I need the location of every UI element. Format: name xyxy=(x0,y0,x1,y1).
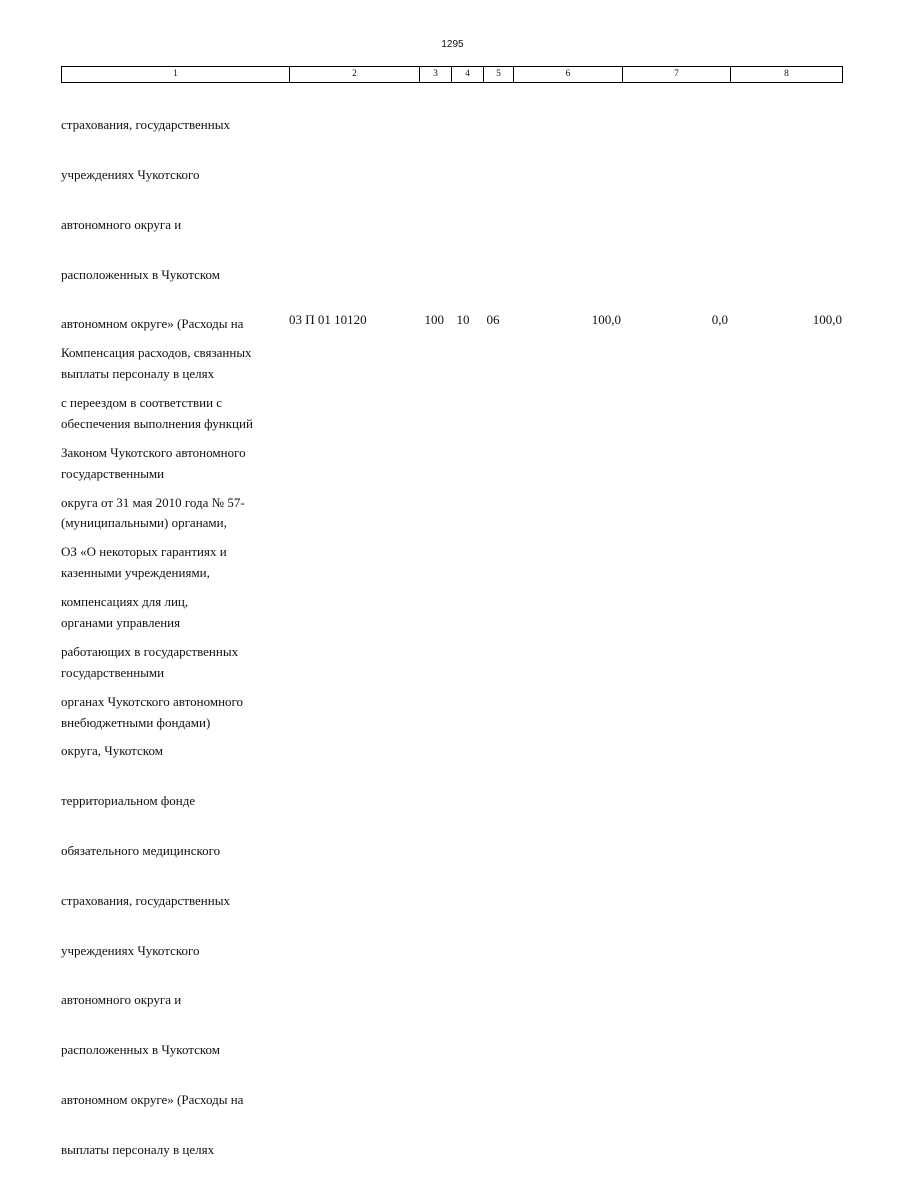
table-header-row: 1 2 3 4 5 6 7 8 xyxy=(61,66,843,83)
page-number: 1295 xyxy=(441,39,464,50)
text-line: органами управления xyxy=(61,615,181,630)
text-line: ОЗ «О некоторых гарантиях и xyxy=(61,544,227,560)
column-header-2: 2 xyxy=(289,67,419,82)
text-line: автономном округе» (Расходы на xyxy=(61,316,244,332)
text-line: работающих в государственных xyxy=(61,643,239,659)
column-header-5: 5 xyxy=(483,67,513,82)
column-header-3: 3 xyxy=(419,67,451,82)
text-line: учреждениях Чукотского xyxy=(61,942,200,958)
text-line: компенсациях для лиц, xyxy=(61,594,189,610)
row-col3-cell: 100 xyxy=(424,312,445,327)
text-line: Законом Чукотского автономного xyxy=(61,444,246,460)
text-line: учреждениях Чукотского xyxy=(61,166,200,182)
text-line: выплаты персоналу в целях xyxy=(61,366,215,382)
row-name-cell: Компенсация расходов, связанных с переез… xyxy=(61,312,291,1191)
text-line: расположенных в Чукотском xyxy=(61,1042,221,1058)
column-header-6: 6 xyxy=(513,67,622,82)
column-header-7: 7 xyxy=(622,67,730,82)
text-line: с переездом в соответствии с xyxy=(61,394,223,410)
text-line: автономного округа и xyxy=(61,992,182,1008)
row-col6-cell: 100,0 xyxy=(591,312,621,327)
text-line: страхования, государственных xyxy=(61,892,230,908)
text-line: округа, Чукотском xyxy=(61,743,163,759)
text-line: (муниципальными) органами, xyxy=(61,515,227,531)
text-line: органах Чукотского автономного xyxy=(61,693,244,709)
column-header-8: 8 xyxy=(730,67,842,82)
text-line: автономного округа и xyxy=(61,216,182,232)
text-line: страхования, государственных xyxy=(61,117,230,133)
text-line: расположенных в Чукотском xyxy=(61,266,221,282)
row-col5-cell: 06 xyxy=(486,312,500,327)
text-line: территориальном фонде xyxy=(61,793,196,809)
text-line: округа от 31 мая 2010 года № 57- xyxy=(61,494,245,510)
text-line: Компенсация расходов, связанных xyxy=(61,345,252,361)
column-header-4: 4 xyxy=(451,67,483,82)
row-code-cell: 03 П 01 10120 xyxy=(289,312,367,327)
row-col7-cell: 0,0 xyxy=(711,312,728,327)
column-header-1: 1 xyxy=(173,69,178,79)
row-col4-cell: 10 xyxy=(456,312,470,327)
text-line: автономном округе» (Расходы на xyxy=(61,1091,244,1107)
row-col8-cell: 100,0 xyxy=(812,312,842,327)
text-line: обязательного медицинского xyxy=(61,843,221,858)
text-line: обеспечения выполнения функций xyxy=(61,415,253,431)
text-line: государственными xyxy=(61,465,165,481)
text-line: выплаты персоналу в целях xyxy=(61,1141,215,1157)
text-line: казенными учреждениями, xyxy=(61,565,210,581)
